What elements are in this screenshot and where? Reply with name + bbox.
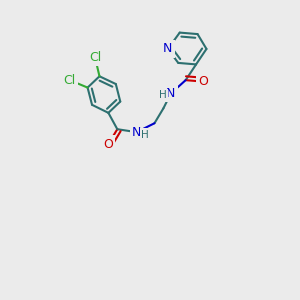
- Text: H: H: [141, 130, 149, 140]
- Text: Cl: Cl: [64, 74, 76, 87]
- Text: N: N: [166, 87, 176, 100]
- Text: O: O: [103, 138, 113, 151]
- Text: Cl: Cl: [89, 51, 101, 64]
- Text: H: H: [159, 90, 167, 100]
- Text: O: O: [199, 75, 208, 88]
- Text: N: N: [132, 126, 141, 139]
- Text: N: N: [163, 42, 172, 56]
